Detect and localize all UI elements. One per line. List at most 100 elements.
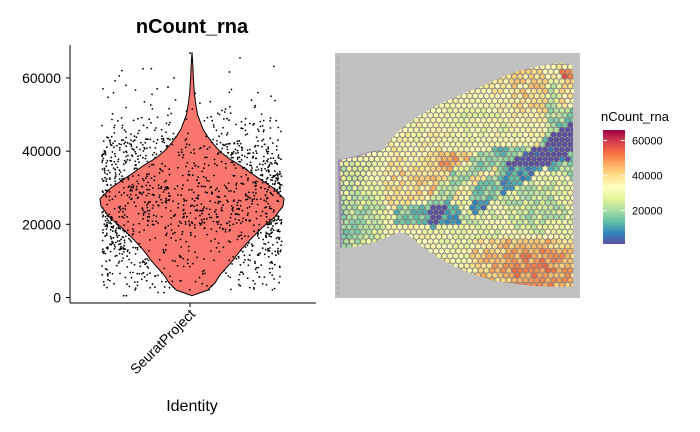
data-point	[139, 148, 142, 151]
data-point	[246, 133, 249, 135]
spot	[556, 64, 562, 70]
spot	[410, 131, 417, 138]
data-point	[188, 220, 190, 223]
spot	[494, 248, 501, 254]
spot	[503, 146, 509, 153]
data-point	[173, 77, 175, 79]
data-point	[145, 154, 147, 157]
data-point	[275, 219, 278, 222]
spot	[472, 238, 478, 245]
spot	[503, 98, 509, 104]
data-point	[130, 133, 132, 136]
data-point	[151, 187, 154, 189]
spot	[461, 102, 467, 109]
data-point	[224, 108, 227, 110]
data-point	[235, 182, 238, 185]
data-point	[101, 211, 103, 214]
data-point	[220, 223, 222, 226]
data-point	[196, 256, 199, 259]
spot	[531, 156, 537, 162]
data-point	[159, 168, 162, 170]
spot	[525, 233, 532, 240]
spot	[357, 165, 364, 172]
spot	[450, 209, 456, 216]
data-point	[276, 241, 279, 244]
data-point	[211, 119, 214, 122]
data-point	[279, 190, 282, 193]
spot	[461, 161, 467, 167]
data-point	[271, 194, 274, 197]
spot	[424, 185, 431, 191]
data-point	[122, 236, 125, 239]
data-point	[105, 165, 108, 168]
data-point	[221, 147, 224, 150]
spot	[559, 204, 565, 211]
data-point	[118, 234, 120, 237]
spot	[559, 195, 565, 201]
data-point	[160, 198, 162, 201]
spot	[550, 73, 557, 80]
spot	[564, 233, 571, 240]
spot	[413, 195, 420, 201]
data-point	[257, 130, 260, 133]
spot	[464, 195, 470, 201]
data-point	[129, 239, 132, 242]
data-point	[114, 245, 116, 248]
spot	[450, 122, 456, 128]
data-point	[271, 183, 274, 185]
data-point	[120, 245, 122, 248]
spot	[494, 102, 501, 109]
spot	[410, 151, 417, 157]
data-point	[253, 288, 255, 290]
data-point	[247, 179, 249, 182]
data-point	[246, 163, 249, 166]
spot	[514, 117, 520, 123]
spot	[520, 243, 526, 250]
spot	[494, 170, 501, 177]
data-point	[148, 118, 151, 121]
spot	[480, 127, 487, 133]
spot	[534, 161, 540, 167]
spot	[343, 170, 350, 177]
spot	[433, 199, 439, 206]
data-point	[254, 260, 256, 263]
spot	[472, 161, 478, 167]
data-point	[220, 207, 223, 209]
data-point	[280, 130, 282, 133]
spot	[380, 214, 386, 220]
spot	[430, 195, 436, 201]
data-point	[245, 193, 247, 195]
spot	[522, 141, 529, 148]
spot	[447, 127, 453, 133]
data-point	[277, 218, 280, 221]
spot	[363, 195, 369, 201]
data-point	[199, 224, 202, 226]
data-point	[237, 257, 240, 259]
data-point	[106, 217, 109, 220]
data-point	[109, 250, 112, 253]
data-point	[118, 216, 121, 218]
spot	[430, 175, 436, 182]
spot	[422, 112, 428, 119]
data-point	[227, 182, 230, 185]
spot	[352, 204, 358, 211]
data-point	[102, 180, 104, 183]
spot	[542, 262, 548, 269]
data-point	[107, 278, 109, 281]
data-point	[182, 213, 185, 216]
spot	[388, 190, 394, 196]
spot	[475, 127, 481, 133]
spot	[514, 185, 520, 191]
spot	[475, 204, 481, 211]
data-point	[220, 160, 223, 163]
data-point	[218, 135, 221, 138]
spot	[374, 156, 380, 162]
data-point	[116, 166, 119, 169]
data-point	[269, 137, 272, 140]
data-point	[217, 223, 219, 226]
data-point	[256, 198, 258, 201]
spot	[492, 243, 498, 250]
data-point	[106, 183, 108, 186]
spot	[517, 190, 523, 196]
spot	[396, 185, 403, 191]
